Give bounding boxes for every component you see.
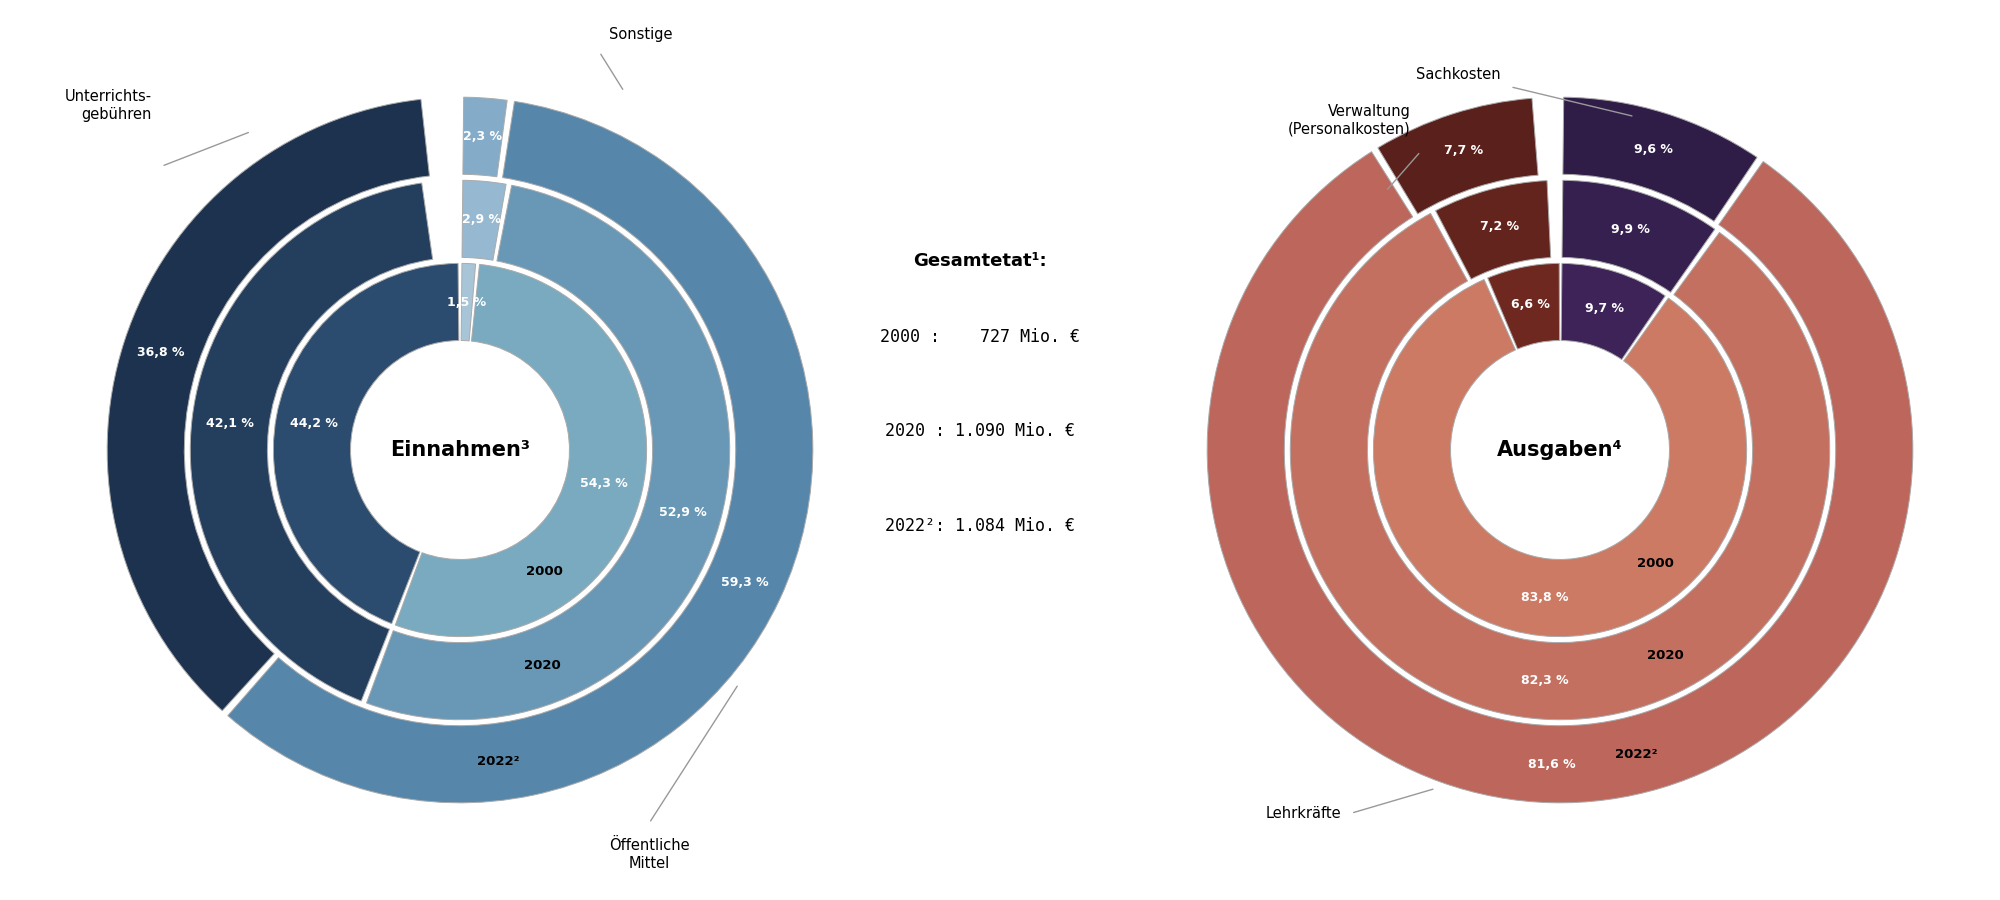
Text: 81,6 %: 81,6 % — [1528, 758, 1576, 770]
Text: 7,7 %: 7,7 % — [1444, 144, 1484, 158]
Text: 2020: 2020 — [1646, 650, 1684, 662]
Text: 36,8 %: 36,8 % — [138, 346, 184, 359]
Wedge shape — [396, 265, 646, 636]
Wedge shape — [1436, 181, 1550, 279]
Text: 2,3 %: 2,3 % — [464, 130, 502, 143]
Wedge shape — [274, 264, 458, 624]
Wedge shape — [1488, 264, 1560, 349]
Text: Verwaltung
(Personalkosten): Verwaltung (Personalkosten) — [1288, 104, 1410, 137]
Text: Öffentliche
Mittel: Öffentliche Mittel — [608, 838, 690, 870]
Text: 2020 : 1.090 Mio. €: 2020 : 1.090 Mio. € — [884, 422, 1076, 440]
Wedge shape — [462, 180, 506, 260]
Wedge shape — [1562, 180, 1714, 292]
Text: 2022²: 1.084 Mio. €: 2022²: 1.084 Mio. € — [884, 517, 1076, 535]
Text: 2000: 2000 — [526, 565, 564, 578]
Wedge shape — [1208, 152, 1912, 803]
Wedge shape — [1290, 213, 1830, 720]
Text: Sachkosten: Sachkosten — [1416, 67, 1500, 82]
Text: 2022²: 2022² — [478, 755, 520, 769]
Text: 52,9 %: 52,9 % — [658, 506, 706, 519]
Text: Einnahmen³: Einnahmen³ — [390, 440, 530, 460]
Text: Unterrichts-
gebühren: Unterrichts- gebühren — [64, 89, 152, 122]
Text: 83,8 %: 83,8 % — [1522, 590, 1568, 604]
Text: Lehrkräfte: Lehrkräfte — [1266, 806, 1342, 821]
Text: 9,9 %: 9,9 % — [1612, 223, 1650, 237]
Text: 44,2 %: 44,2 % — [290, 417, 338, 429]
Wedge shape — [462, 264, 476, 341]
Text: 7,2 %: 7,2 % — [1480, 220, 1520, 233]
Wedge shape — [366, 185, 730, 720]
Text: 82,3 %: 82,3 % — [1520, 674, 1568, 688]
Text: 59,3 %: 59,3 % — [720, 576, 768, 590]
Text: Ausgaben⁴: Ausgaben⁴ — [1498, 440, 1622, 460]
Wedge shape — [1374, 280, 1746, 636]
Text: Gesamtetat¹:: Gesamtetat¹: — [914, 252, 1046, 270]
Text: 2000: 2000 — [1636, 557, 1674, 570]
Text: 9,7 %: 9,7 % — [1584, 302, 1624, 315]
Text: 1,5 %: 1,5 % — [448, 295, 486, 309]
Wedge shape — [108, 99, 430, 711]
Wedge shape — [228, 102, 812, 803]
Wedge shape — [1562, 264, 1666, 360]
Text: 2020: 2020 — [524, 660, 562, 672]
Text: 2022²: 2022² — [1614, 749, 1658, 761]
Text: 2,9 %: 2,9 % — [462, 213, 500, 226]
Text: Sonstige: Sonstige — [610, 27, 672, 42]
Wedge shape — [1378, 98, 1538, 214]
Wedge shape — [190, 183, 432, 701]
Text: 42,1 %: 42,1 % — [206, 417, 254, 429]
Text: 9,6 %: 9,6 % — [1634, 143, 1672, 157]
Text: 2000 :    727 Mio. €: 2000 : 727 Mio. € — [880, 328, 1080, 346]
Text: 54,3 %: 54,3 % — [580, 477, 628, 490]
Wedge shape — [462, 97, 508, 176]
Wedge shape — [1562, 97, 1758, 221]
Text: 6,6 %: 6,6 % — [1510, 299, 1550, 311]
